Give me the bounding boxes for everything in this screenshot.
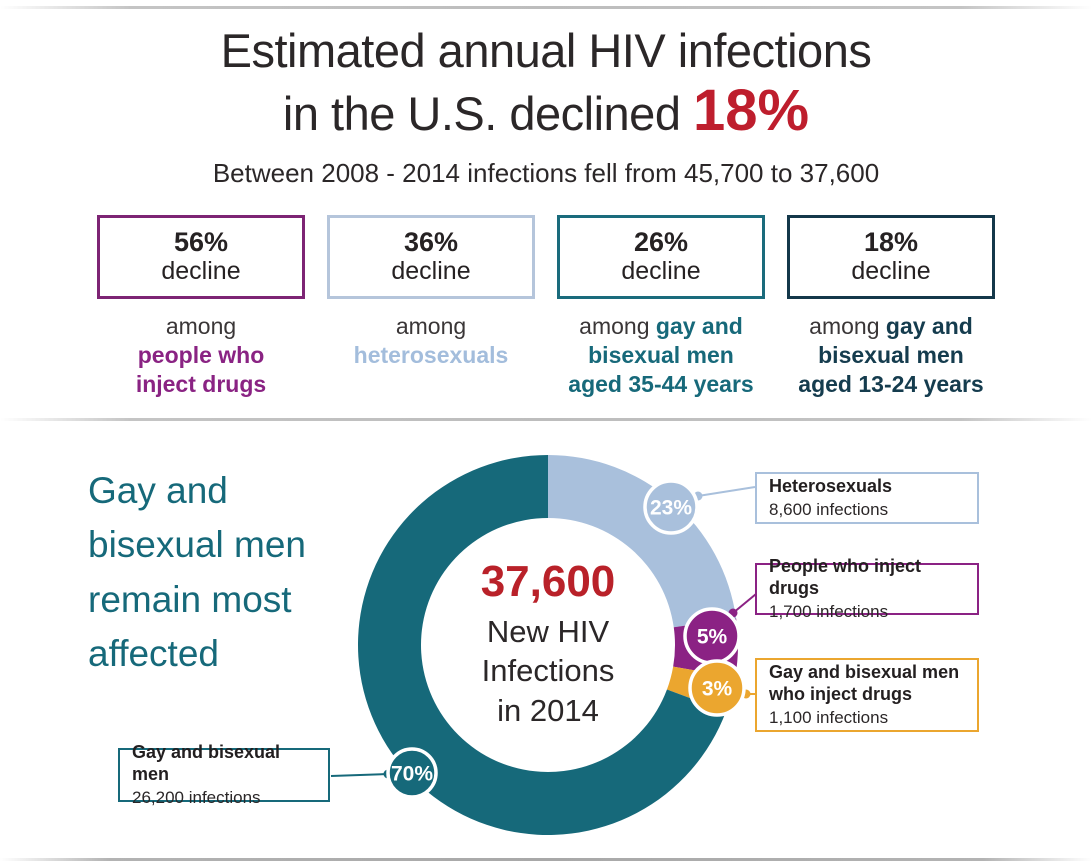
decline-group-heterosexuals: 36% decline among heterosexuals [327, 215, 535, 400]
decline-box-gbm-35-44: 26% decline [557, 215, 765, 299]
donut-center-value: 37,600 [480, 557, 616, 606]
slice-connector-3 [330, 773, 389, 777]
donut-slice-3 [358, 455, 726, 835]
pct-badge-label-1: 5% [697, 626, 728, 649]
callout-gbm-who-inject-drugs: Gay and bisexual men who inject drugs 1,… [755, 658, 979, 732]
caption-group: gay and bisexual men aged 13-24 years [798, 313, 984, 398]
decline-group-gbm-35-44: 26% decline among gay and bisexual men a… [557, 215, 765, 400]
decline-box-pwid: 56% decline [97, 215, 305, 299]
decline-group-gbm-13-24: 18% decline among gay and bisexual men a… [787, 215, 995, 400]
page-title-line2: in the U.S. declined 18% [0, 78, 1092, 144]
pct-badge-0 [643, 479, 699, 535]
decline-pct: 56% [173, 227, 229, 258]
page-subtitle: Between 2008 - 2014 infections fell from… [212, 157, 880, 188]
decline-caption-pwid: among people who inject drugs [97, 312, 305, 400]
slice-connector-1 [732, 593, 757, 614]
callout-title: Gay and bisexual men [132, 741, 281, 784]
decline-box-gbm-13-24: 18% decline [787, 215, 995, 299]
callout-title: Gay and bisexual men who inject drugs [769, 661, 960, 704]
page-title-line2-text: in the U.S. declined [282, 86, 694, 140]
pct-badge-label-2: 3% [702, 678, 733, 701]
pct-badge-3 [386, 747, 438, 799]
caption-group: people who inject drugs [135, 342, 267, 398]
pct-badge-2 [688, 659, 746, 717]
decline-caption-gbm-35-44: among gay and bisexual men aged 35-44 ye… [557, 312, 765, 400]
decline-boxes-row: 56% decline among people who inject drug… [0, 215, 1092, 400]
decline-word: decline [621, 257, 701, 286]
affected-heading: Gay and bisexual men remain most affecte… [88, 470, 307, 675]
donut-chart: 23% 5% 3% 70% [330, 455, 757, 835]
caption-group: heterosexuals [353, 342, 509, 369]
slice-connector-0 [697, 486, 756, 497]
pct-badge-label-3: 70% [391, 763, 433, 786]
donut-center-text: 37,600 New HIV Infections in 2014 [433, 557, 663, 731]
title-highlight-pct: 18% [693, 77, 810, 143]
header: Estimated annual HIV infections in the U… [0, 24, 1092, 189]
callout-value: 8,600 infections [769, 499, 889, 519]
callout-value: 26,200 infections [132, 787, 261, 807]
callout-title: Heterosexuals [769, 475, 893, 496]
top-divider-line [0, 6, 1092, 9]
caption-group: gay and bisexual men aged 35-44 years [568, 313, 754, 398]
callout-people-who-inject-drugs: People who inject drugs 1,700 infections [755, 556, 979, 621]
caption-among: among [395, 313, 467, 339]
bottom-divider-line [0, 858, 1092, 861]
decline-pct: 18% [863, 227, 919, 258]
section-divider-line [0, 418, 1092, 421]
decline-word: decline [391, 257, 471, 286]
decline-pct: 26% [633, 227, 689, 258]
decline-word: decline [161, 257, 241, 286]
callout-value: 1,100 infections [769, 707, 889, 727]
decline-group-pwid: 56% decline among people who inject drug… [97, 215, 305, 400]
callout-heterosexuals: Heterosexuals 8,600 infections [755, 472, 979, 524]
donut-center-label: New HIV Infections in 2014 [481, 613, 615, 728]
decline-pct: 36% [403, 227, 459, 258]
decline-word: decline [851, 257, 931, 286]
callout-title: People who inject drugs [769, 555, 922, 598]
callout-gay-and-bisexual-men: Gay and bisexual men 26,200 infections [118, 742, 330, 807]
decline-caption-gbm-13-24: among gay and bisexual men aged 13-24 ye… [787, 312, 995, 400]
caption-among: among [579, 313, 656, 339]
decline-box-heterosexuals: 36% decline [327, 215, 535, 299]
pct-badge-label-0: 23% [650, 497, 692, 520]
caption-among: among [165, 313, 237, 339]
callout-value: 1,700 infections [769, 601, 889, 621]
affected-section: 23% 5% 3% 70% Gay and bisexual men remain m… [0, 430, 1092, 867]
caption-among: among [809, 313, 886, 339]
donut-slice-0 [548, 455, 737, 628]
decline-caption-heterosexuals: among heterosexuals [327, 312, 535, 370]
page-title-line1: Estimated annual HIV infections [220, 24, 872, 77]
